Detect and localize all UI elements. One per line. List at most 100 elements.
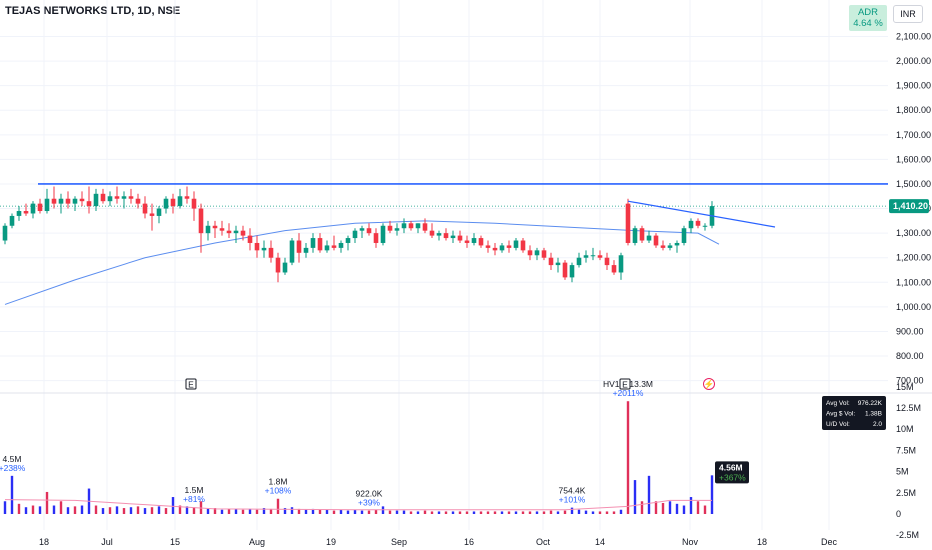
symbol-title[interactable]: TEJAS NETWORKS LTD, 1D, NSE <box>5 5 181 17</box>
volume-bar <box>150 507 154 514</box>
candle-body <box>275 257 281 273</box>
candle-body <box>464 240 470 243</box>
volume-annotation-pct: +39% <box>358 498 380 508</box>
volume-bar <box>276 498 280 514</box>
candle-body <box>156 208 162 216</box>
volume-tick-label: 15M <box>896 382 914 392</box>
candle-body <box>93 193 99 207</box>
date-tick-label: Jul <box>101 537 113 547</box>
price-tick-label: 800.00 <box>896 351 924 361</box>
candle-body <box>394 228 400 231</box>
volume-bar <box>185 506 189 514</box>
volume-bar <box>227 508 231 514</box>
candle-body <box>65 198 71 204</box>
candle-body <box>359 228 365 231</box>
price-tick-label: 900.00 <box>896 326 924 336</box>
candle-body <box>639 228 645 241</box>
candle-body <box>142 203 148 214</box>
volume-annotation-value: 922.0K <box>356 489 383 499</box>
volume-bar <box>178 505 182 514</box>
volume-bar <box>339 509 343 514</box>
volume-bar <box>423 510 427 514</box>
volume-bar <box>696 501 700 514</box>
candle-body <box>338 242 344 248</box>
price-tick-label: 1,300.00 <box>896 228 931 238</box>
candle-body <box>121 196 127 199</box>
volume-bar <box>535 511 539 514</box>
volume-bar <box>542 511 546 514</box>
volume-bar <box>710 475 714 514</box>
last-volume-value: 4.56M <box>719 462 743 472</box>
price-tick-label: 1,900.00 <box>896 81 931 91</box>
volume-tick-label: 7.5M <box>896 445 916 455</box>
date-tick-label: 19 <box>326 537 336 547</box>
candle-body <box>100 193 106 202</box>
volume-bar <box>437 511 441 514</box>
volume-bar <box>668 501 672 514</box>
candle-body <box>303 247 309 253</box>
candle-body <box>499 245 505 251</box>
candle-body <box>184 196 190 199</box>
volume-annotation-pct: +108% <box>265 486 292 496</box>
candle-body <box>632 228 638 243</box>
volume-bar <box>234 508 238 514</box>
volume-bar <box>290 507 294 514</box>
volume-bar <box>164 508 168 514</box>
candle-body <box>44 198 50 212</box>
volume-bar <box>94 505 98 514</box>
currency-button[interactable]: INR <box>893 5 923 23</box>
volume-bar <box>136 506 140 514</box>
volume-bar <box>640 501 644 514</box>
volume-bar <box>353 509 357 514</box>
candle-body <box>555 262 561 266</box>
candle-body <box>366 228 372 234</box>
volume-bar <box>647 475 651 514</box>
candle-body <box>513 240 519 248</box>
candle-body <box>289 240 295 263</box>
candle-body <box>135 198 141 204</box>
volume-bar <box>570 507 574 514</box>
date-tick-label: Dec <box>821 537 838 547</box>
volume-bar <box>633 480 637 514</box>
price-tick-label: 1,100.00 <box>896 277 931 287</box>
candle-body <box>415 223 421 229</box>
volume-tick-label: 12.5M <box>896 403 921 413</box>
volume-tick-label: 10M <box>896 424 914 434</box>
date-tick-label: Nov <box>682 537 699 547</box>
volume-bar <box>171 497 175 514</box>
candle-body <box>618 255 624 273</box>
candle-body <box>58 198 64 204</box>
candle-body <box>562 262 568 278</box>
stats-value: 1.38B <box>865 411 882 418</box>
volume-bar <box>619 509 623 514</box>
volume-bar <box>416 511 420 514</box>
candle-body <box>205 225 211 234</box>
candle-body <box>548 257 554 266</box>
date-tick-label: 18 <box>39 537 49 547</box>
stats-label: U/D Vol: <box>826 421 850 428</box>
candle-body <box>254 242 260 251</box>
stats-value: 2.0 <box>873 421 882 428</box>
candle-body <box>261 247 267 251</box>
candle-body <box>380 225 386 243</box>
candle-body <box>345 238 351 243</box>
candle-body <box>667 245 673 248</box>
last-price-tag <box>889 199 929 214</box>
candle-body <box>422 223 428 231</box>
volume-bar <box>143 508 147 514</box>
volume-bar <box>206 508 210 514</box>
price-tick-label: 2,100.00 <box>896 32 931 42</box>
volume-bar <box>661 502 665 514</box>
price-tick-label: 1,600.00 <box>896 154 931 164</box>
candle-body <box>2 225 8 241</box>
candle-body <box>177 196 183 207</box>
candle-body <box>72 198 78 204</box>
volume-annotation-value: 4.5M <box>3 454 22 464</box>
volume-bar <box>220 509 224 514</box>
candle-body <box>653 235 659 246</box>
volume-bar <box>367 510 371 514</box>
volume-bar <box>10 475 14 514</box>
candle-body <box>198 208 204 234</box>
volume-stats-box <box>822 396 886 430</box>
